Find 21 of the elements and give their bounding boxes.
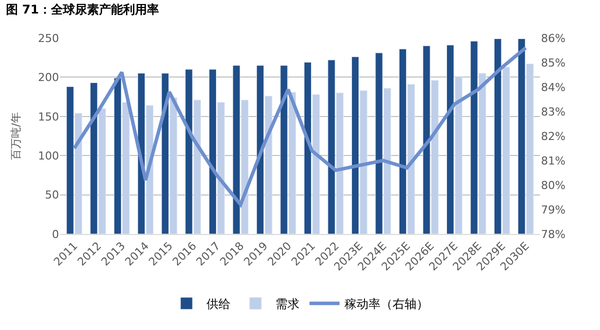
y2-tick-label: 83% xyxy=(541,105,566,118)
legend-label: 供给 xyxy=(206,297,230,312)
y-tick-label: 0 xyxy=(52,228,59,241)
y2-tick-label: 86% xyxy=(541,32,566,45)
y2-tick-label: 85% xyxy=(541,56,566,70)
y2-tick-label: 78% xyxy=(541,228,566,241)
y2-tick-label: 80% xyxy=(541,178,566,192)
legend-label: 需求 xyxy=(276,297,300,312)
y-tick-label: 100 xyxy=(38,149,59,162)
y2-tick-label: 84% xyxy=(541,80,566,94)
y-tick-label: 250 xyxy=(38,32,59,45)
y-axis-title: 百万吨/年 xyxy=(10,112,23,160)
line-series xyxy=(72,46,528,206)
chart-title: 图 71：全球尿素产能利用率 xyxy=(6,2,159,16)
y2-tick-label: 81% xyxy=(541,154,566,168)
y-tick-label: 150 xyxy=(38,110,59,124)
legend-label: 稼动率（右轴） xyxy=(344,297,428,312)
y-tick-label: 50 xyxy=(45,188,59,202)
y2-tick-label: 82% xyxy=(541,130,566,143)
y-tick-label: 200 xyxy=(38,71,59,84)
y2-tick-label: 79% xyxy=(541,203,566,216)
